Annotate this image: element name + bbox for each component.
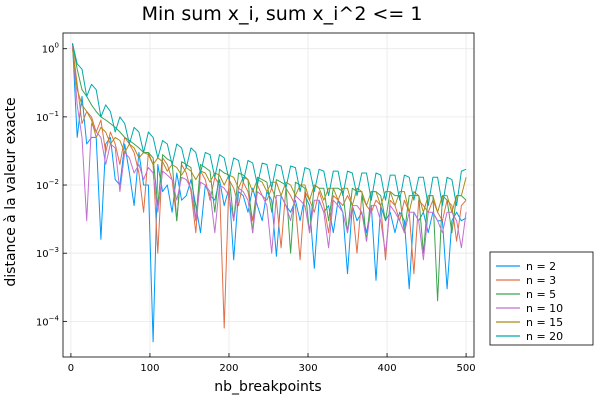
x-tick-label: 100 xyxy=(140,363,159,374)
series-layer xyxy=(72,43,467,343)
y-tick-base: 10 xyxy=(36,113,49,124)
series-line-4 xyxy=(72,45,467,261)
x-tick-label: 400 xyxy=(378,363,397,374)
y-tick-label: 10−2 xyxy=(36,178,59,192)
y-tick-exponent: −2 xyxy=(49,178,59,186)
y-tick-label: 10−4 xyxy=(36,314,60,328)
y-tick-exponent: 0 xyxy=(55,42,59,50)
legend-label: n = 2 xyxy=(526,260,556,273)
x-tick-label: 500 xyxy=(457,363,476,374)
y-tick-base: 10 xyxy=(36,249,49,260)
y-tick-base: 10 xyxy=(36,181,49,192)
series-line-3 xyxy=(72,43,467,302)
legend-box xyxy=(489,251,594,346)
x-tick-label: 300 xyxy=(298,363,317,374)
y-tick-base: 10 xyxy=(42,45,55,56)
legend-label: n = 15 xyxy=(526,316,563,329)
legend-label: n = 5 xyxy=(526,288,556,301)
plot-frame xyxy=(62,32,475,358)
x-tick-label: 0 xyxy=(68,363,74,374)
y-tick-label: 100 xyxy=(42,42,59,56)
legend-label: n = 20 xyxy=(526,330,563,343)
x-tick-label: 200 xyxy=(219,363,238,374)
y-tick-exponent: −3 xyxy=(49,246,59,254)
legend: n = 2n = 3n = 5n = 10n = 15n = 20 xyxy=(489,251,594,346)
y-tick-exponent: −1 xyxy=(49,110,59,118)
y-tick-exponent: −4 xyxy=(49,314,60,322)
chart-title: Min sum x_i, sum x_i^2 <= 1 xyxy=(142,3,423,25)
series-line-6 xyxy=(72,43,467,207)
y-tick-label: 10−1 xyxy=(36,110,59,124)
series-line-5 xyxy=(72,48,467,213)
series-line-1 xyxy=(72,43,467,343)
grid-layer xyxy=(63,33,474,357)
legend-label: n = 3 xyxy=(526,274,556,287)
x-axis-label: nb_breakpoints xyxy=(214,379,321,395)
y-axis-label: distance à la valeur exacte xyxy=(3,97,19,286)
y-tick-label: 10−3 xyxy=(36,246,59,260)
y-tick-base: 10 xyxy=(36,317,49,328)
legend-label: n = 10 xyxy=(526,302,563,315)
